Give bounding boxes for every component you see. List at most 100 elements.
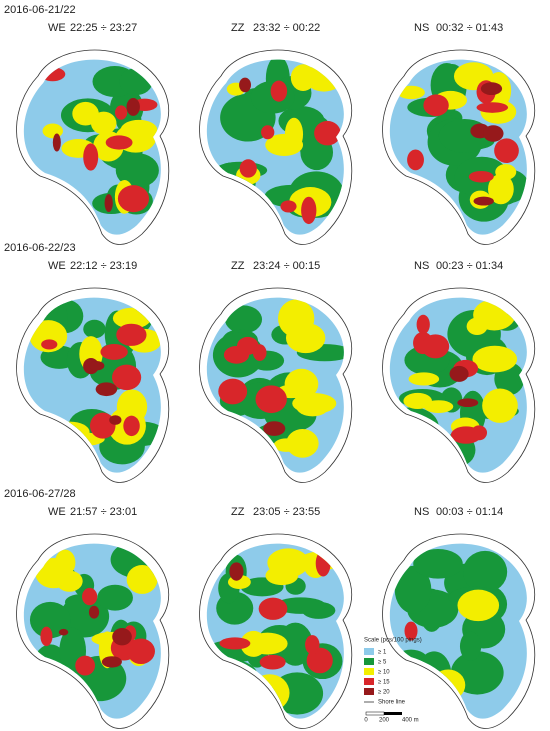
- density-blob: [420, 680, 444, 704]
- density-blob: [424, 438, 446, 455]
- density-blob: [278, 299, 315, 338]
- density-blob: [112, 628, 132, 646]
- density-blob: [476, 102, 509, 113]
- density-blob: [41, 339, 58, 350]
- map-panel: [16, 49, 170, 246]
- density-blob: [280, 200, 297, 213]
- density-blob: [120, 119, 158, 140]
- density-blob: [483, 125, 504, 142]
- density-blob: [450, 426, 482, 444]
- density-blob: [404, 621, 418, 641]
- density-blob: [421, 334, 450, 359]
- density-blob: [56, 570, 83, 592]
- density-blob: [114, 105, 128, 120]
- map-panel: [382, 287, 536, 483]
- density-blob: [89, 412, 116, 439]
- legend-label: ≥ 20: [378, 690, 390, 696]
- scale-label: 0: [364, 718, 368, 724]
- legend-title: Scale (pcs/100 pings): [364, 638, 422, 644]
- density-blob: [54, 549, 76, 576]
- time-label: 21:57 ÷ 23:01: [70, 506, 137, 518]
- density-blob: [218, 378, 248, 405]
- density-blob: [472, 345, 518, 373]
- density-blob: [75, 655, 96, 676]
- density-blob: [105, 135, 133, 150]
- density-blob: [29, 191, 61, 215]
- time-label: 23:05 ÷ 23:55: [253, 506, 320, 518]
- density-blob: [127, 638, 155, 665]
- density-blob: [468, 170, 494, 183]
- density-blobs: [393, 549, 508, 704]
- density-blob: [473, 299, 516, 331]
- density-blob: [39, 67, 66, 82]
- density-blob: [457, 398, 479, 408]
- date-label: 2016-06-27/28: [4, 488, 76, 500]
- scale-label: 200: [379, 718, 390, 724]
- density-blob: [95, 382, 118, 397]
- density-blob: [50, 421, 90, 443]
- time-label: 22:12 ÷ 23:19: [70, 260, 137, 272]
- density-blob: [40, 670, 76, 703]
- transect-label: NS: [414, 506, 429, 518]
- scale-bar-black: [384, 712, 402, 715]
- density-blob: [115, 153, 159, 188]
- density-blob: [249, 674, 290, 712]
- density-blob: [394, 565, 432, 614]
- density-blob: [58, 628, 69, 636]
- density-blob: [270, 80, 288, 102]
- density-blob: [224, 305, 263, 334]
- density-blob: [100, 344, 128, 360]
- density-blob: [29, 601, 71, 639]
- density-blob: [83, 319, 106, 339]
- transect-label: WE: [48, 506, 66, 518]
- density-blob: [101, 656, 122, 668]
- density-blob: [126, 97, 140, 116]
- density-blob: [219, 637, 251, 650]
- density-blob: [229, 562, 244, 581]
- legend-swatch: [364, 658, 374, 665]
- time-label: 23:24 ÷ 00:15: [253, 260, 320, 272]
- density-blob: [275, 597, 327, 614]
- transect-label: WE: [48, 22, 66, 34]
- density-blobs: [397, 62, 527, 222]
- transect-label: ZZ: [231, 506, 245, 518]
- density-blob: [89, 360, 105, 371]
- legend-swatch: [364, 668, 374, 675]
- time-label: 00:32 ÷ 01:43: [436, 22, 503, 34]
- density-blob: [123, 415, 140, 437]
- density-blob: [116, 323, 147, 346]
- legend-swatch: [364, 678, 374, 685]
- date-label: 2016-06-21/22: [4, 4, 76, 16]
- density-blob: [206, 659, 258, 691]
- density-blob: [413, 549, 463, 579]
- transect-label: NS: [414, 22, 429, 34]
- density-blob: [52, 133, 61, 152]
- scale-bar-white: [365, 711, 385, 716]
- density-blob: [494, 138, 519, 163]
- map-panel: [382, 49, 536, 246]
- density-blob: [389, 407, 439, 448]
- density-blob: [83, 143, 99, 171]
- density-blob: [449, 365, 469, 382]
- time-label: 22:25 ÷ 23:27: [70, 22, 137, 34]
- density-blob: [112, 364, 142, 391]
- density-blob: [42, 123, 63, 139]
- density-blobs: [29, 66, 159, 218]
- density-blob: [97, 584, 133, 611]
- date-label: 2016-06-22/23: [4, 242, 76, 254]
- legend: Scale (pcs/100 pings) ≥ 1 ≥ 5 ≥ 10 ≥ 15 ≥ 20 S…: [364, 638, 422, 724]
- density-blob: [286, 428, 319, 458]
- density-blob: [55, 202, 72, 218]
- density-blob: [482, 388, 518, 423]
- density-blob: [457, 589, 500, 622]
- density-blob: [119, 68, 153, 96]
- transect-label: ZZ: [231, 260, 245, 272]
- density-blob: [109, 415, 122, 425]
- density-blob: [126, 565, 158, 594]
- density-blob: [397, 85, 425, 100]
- map-panel: [199, 49, 353, 246]
- density-blobs: [29, 297, 161, 465]
- transect-label: ZZ: [231, 22, 245, 34]
- transect-label: WE: [48, 260, 66, 272]
- legend-label: ≥ 15: [378, 680, 390, 686]
